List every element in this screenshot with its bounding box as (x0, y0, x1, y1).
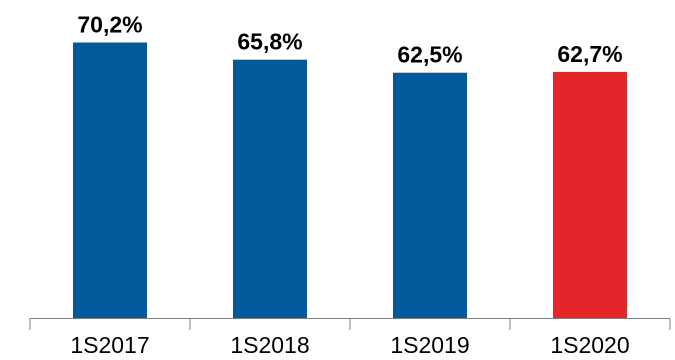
bar-1s2017 (73, 42, 147, 318)
tick-labels-group: 1S2017 1S2018 1S2019 1S2020 (70, 332, 629, 358)
x-tick-label-1s2019: 1S2019 (390, 332, 469, 358)
data-label-1s2020: 62,7% (557, 41, 622, 67)
x-tick-label-1s2017: 1S2017 (70, 332, 149, 358)
x-tick-label-1s2018: 1S2018 (230, 332, 309, 358)
x-tick-label-1s2020: 1S2020 (550, 332, 629, 358)
data-label-1s2019: 62,5% (397, 42, 462, 68)
x-axis (29, 318, 671, 330)
bar-1s2019 (393, 72, 467, 318)
data-label-1s2018: 65,8% (237, 29, 302, 55)
bar-1s2020 (553, 71, 627, 319)
bars-group (73, 42, 627, 319)
data-label-1s2017: 70,2% (77, 12, 142, 38)
value-labels-group: 70,2% 65,8% 62,5% 62,7% (77, 12, 622, 68)
bar-1s2018 (233, 59, 307, 318)
